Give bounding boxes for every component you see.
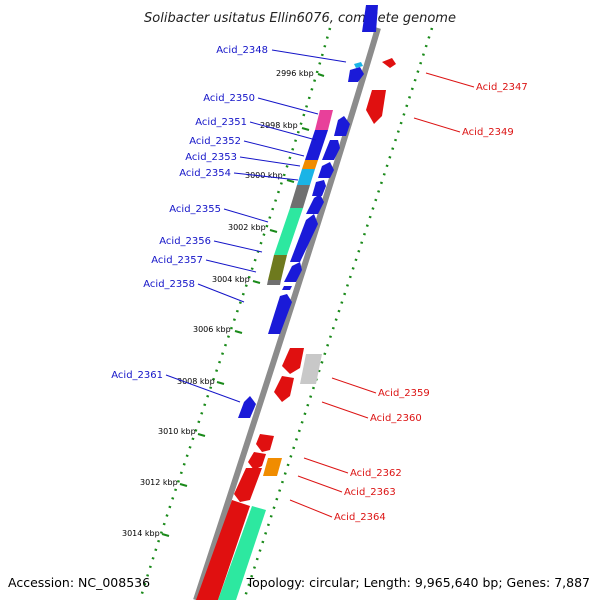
gene-label: Acid_2357 (151, 255, 203, 266)
gene-arrow-forward (348, 67, 364, 82)
gene-label: Acid_2352 (189, 136, 241, 147)
gene-label: Acid_2353 (185, 152, 237, 163)
gene-block-orange (302, 160, 318, 169)
forward-leader-lines (165, 49, 347, 403)
tick-label: 3014 kbp (122, 529, 160, 538)
gene-arrow-forward (334, 116, 350, 136)
gene-arrow-forward (322, 140, 340, 160)
gene-label: Acid_2355 (169, 204, 221, 215)
gene-label: Acid_2350 (203, 93, 255, 104)
tick-label: 3000 kbp (245, 171, 283, 180)
gene-label: Acid_2358 (143, 279, 195, 290)
gene-arrow-forward (312, 180, 326, 196)
gene-block-red-long (196, 500, 250, 600)
gene-arrow-reverse (366, 90, 386, 124)
gene-label: Acid_2347 (476, 82, 528, 93)
tick-marks (161, 73, 325, 537)
gene-block-orange-rev (263, 458, 282, 476)
gene-label: Acid_2360 (370, 413, 422, 424)
gene-arrow-forward (238, 396, 256, 418)
accession-text: Accession: NC_008536 (8, 575, 150, 590)
tick-label: 2996 kbp (276, 69, 314, 78)
gene-arrow-forward (284, 262, 302, 282)
gene-label: Acid_2356 (159, 236, 211, 247)
genome-summary-text: Topology: circular; Length: 9,965,640 bp… (246, 575, 590, 590)
gene-arrow-reverse (282, 348, 304, 374)
gene-label: Acid_2348 (216, 45, 268, 56)
tick-label: 3012 kbp (140, 478, 178, 487)
gene-label: Acid_2359 (378, 388, 430, 399)
tick-label: 3006 kbp (193, 325, 231, 334)
gene-block-pink (315, 110, 333, 130)
tick-label: 3004 kbp (212, 275, 250, 284)
tick-label: 2998 kbp (260, 121, 298, 130)
gene-arrow-forward (362, 5, 378, 32)
gene-arrow-reverse (248, 452, 266, 470)
gene-block-gray (290, 185, 310, 208)
gene-label: Acid_2364 (334, 512, 386, 523)
gene-label: Acid_2362 (350, 468, 402, 479)
map-title: Solibacter usitatus Ellin6076, complete … (144, 11, 456, 26)
gene-block-gray-end (267, 280, 281, 285)
gene-arrow-forward (290, 214, 318, 262)
gene-arrow-reverse (256, 434, 274, 452)
gene-label: Acid_2363 (344, 487, 396, 498)
gene-label: Acid_2349 (462, 127, 514, 138)
forward-blocks (238, 5, 378, 418)
gene-block-mint (274, 208, 303, 255)
tick-label: 3002 kbp (228, 223, 266, 232)
genome-backbone (193, 27, 381, 600)
tick-label: 3008 kbp (177, 377, 215, 386)
gene-arrow-reverse (234, 468, 262, 502)
gene-block-olive (268, 255, 287, 280)
tick-label: 3010 kbp (158, 427, 196, 436)
gene-arrow-forward (354, 62, 363, 68)
reverse-gene-labels: Acid_2347 Acid_2349 Acid_2359 Acid_2360 … (334, 82, 528, 523)
gene-label: Acid_2351 (195, 117, 247, 128)
gene-block-blue (305, 130, 328, 160)
gene-label: Acid_2354 (179, 168, 231, 179)
forward-gene-labels: Acid_2348 Acid_2350 Acid_2351 Acid_2352 … (111, 45, 268, 381)
gene-arrow-forward (268, 294, 292, 334)
gene-block-cyan (297, 169, 315, 185)
gene-arrow-forward (306, 194, 324, 214)
gene-block-mint-long (218, 506, 266, 600)
gene-arrow-reverse (382, 58, 396, 68)
gene-label: Acid_2361 (111, 370, 163, 381)
gene-block-light-gray (300, 354, 322, 384)
gene-arrow-forward (318, 162, 334, 178)
gene-arrow-reverse (274, 376, 294, 402)
gene-arrow-forward (282, 286, 292, 290)
reverse-leader-lines (289, 72, 475, 518)
reverse-blocks (196, 58, 396, 600)
